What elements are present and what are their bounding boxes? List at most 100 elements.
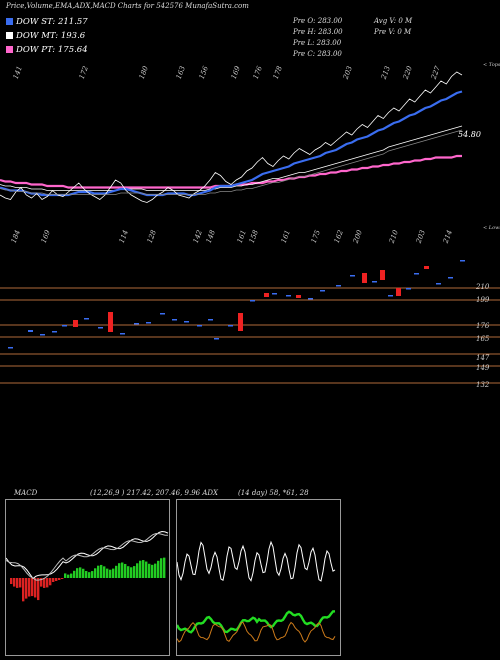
macd-histogram-bar [52, 578, 55, 582]
volume-bar [238, 313, 243, 331]
bottom-label: 210 [387, 228, 400, 245]
top-label: 203 [341, 64, 354, 81]
macd-histogram-bar [118, 563, 121, 578]
bottom-label: 128 [146, 228, 158, 244]
volume-bar [362, 273, 367, 283]
volume-bar [424, 266, 429, 269]
bottom-label: 148 [205, 228, 217, 244]
macd-histogram-bar [154, 563, 157, 578]
macd-histogram-bar [31, 578, 34, 597]
bottom-label: 114 [118, 229, 130, 244]
volume-bar [108, 312, 113, 332]
macd-histogram-bar [85, 571, 88, 578]
macd-histogram-bar [37, 578, 40, 601]
volume-bar [460, 260, 465, 262]
macd-histogram-bar [16, 578, 19, 588]
macd-histogram-bar [106, 568, 109, 578]
macd-histogram-bar [73, 570, 76, 578]
volume-bar [228, 325, 233, 327]
macd-histogram-bar [43, 578, 46, 588]
macd-params: (12,26,9 ) 217.42, 207.46, 9.96 ADX [90, 489, 218, 497]
volume-bar [264, 293, 269, 297]
macd-histogram-bar [64, 573, 67, 578]
bottom-label: 214 [441, 229, 453, 245]
macd-histogram-bar [121, 562, 124, 578]
macd-histogram-bar [46, 578, 49, 588]
macd-histogram-bar [28, 578, 31, 597]
macd-histogram-bar [130, 567, 133, 578]
top-label: 169 [230, 64, 242, 80]
top-label: 220 [401, 64, 414, 81]
macd-histogram-bar [40, 578, 43, 587]
macd-histogram-bar [127, 566, 130, 578]
volume-bar [184, 321, 189, 323]
legend-dow-pt: DOW PT: 175.64 [6, 45, 88, 55]
price-line [0, 71, 463, 203]
bottom-label: 203 [414, 228, 427, 245]
stat-pre-open: Pre O: 283.00 [293, 17, 343, 25]
volume-bar [28, 330, 33, 332]
volume-bar [208, 319, 213, 321]
macd-histogram-bar [82, 568, 85, 578]
volume-bar [98, 327, 103, 329]
macd-histogram-bar [139, 560, 142, 578]
level-label: 210 [475, 283, 490, 291]
macd-histogram-bar [61, 578, 64, 579]
top-label: 178 [272, 64, 284, 80]
macd-histogram-bar [34, 578, 37, 598]
bottom-label: 169 [40, 228, 52, 244]
macd-histogram-bar [49, 578, 52, 586]
volume-bar [160, 313, 165, 315]
macd-histogram-bar [115, 565, 118, 578]
top-label: 156 [198, 64, 210, 80]
macd-histogram-bar [163, 557, 166, 578]
macd-histogram-bar [55, 578, 58, 581]
bottom-label: 158 [248, 228, 260, 244]
volume-bar [40, 334, 45, 336]
macd-histogram-bar [76, 568, 79, 578]
stat-pre-high: Pre H: 283.00 [293, 28, 343, 36]
adx-params: (14 day) 58, *61, 28 [238, 489, 309, 497]
volume-bar [336, 285, 341, 287]
volume-bar [350, 275, 355, 277]
stat-pre-volume: Pre V: 0 M [374, 28, 412, 36]
macd-histogram-bar [148, 563, 151, 578]
level-label: 165 [476, 335, 490, 343]
volume-bar [396, 288, 401, 296]
volume-bar [52, 331, 57, 333]
macd-histogram-bar [142, 560, 145, 578]
di-minus-line [177, 621, 336, 643]
macd-histogram-bar [58, 578, 61, 580]
level-label: 132 [476, 381, 490, 389]
bottom-label: 161 [280, 229, 292, 244]
macd-panel [5, 499, 170, 656]
volume-bar [388, 295, 393, 297]
volume-bar [372, 281, 377, 283]
bottom-label: 200 [351, 228, 364, 245]
legend-swatch-st [6, 18, 13, 25]
macd-histogram-bar [100, 564, 103, 578]
macd-histogram-bar [160, 558, 163, 578]
adx-panel [176, 499, 341, 656]
volume-bar [286, 295, 291, 297]
volume-bar [146, 322, 151, 324]
macd-histogram-bar [19, 578, 22, 588]
bottom-label: 161 [236, 229, 248, 244]
macd-histogram-bar [124, 563, 127, 578]
macd-histogram-bar [157, 560, 160, 578]
macd-histogram-bar [103, 566, 106, 578]
ema-line-3 [0, 154, 462, 189]
macd-histogram-bar [136, 563, 139, 578]
legend-swatch-pt [6, 46, 13, 53]
volume-bar [8, 347, 13, 349]
volume-panel: 184 169 114 128 142 148 161 158 161 175 162 200 210 2… [0, 225, 500, 389]
macd-line [6, 532, 169, 581]
top-label: 227 [429, 64, 442, 81]
tops-corner-label: < Tops [483, 62, 500, 68]
legend-dow-mt: DOW MT: 193.6 [6, 31, 85, 41]
macd-histogram-bar [91, 571, 94, 578]
macd-histogram-bar [25, 578, 28, 599]
volume-bar [250, 300, 255, 302]
top-label: 213 [379, 64, 392, 81]
volume-bar [406, 288, 411, 290]
